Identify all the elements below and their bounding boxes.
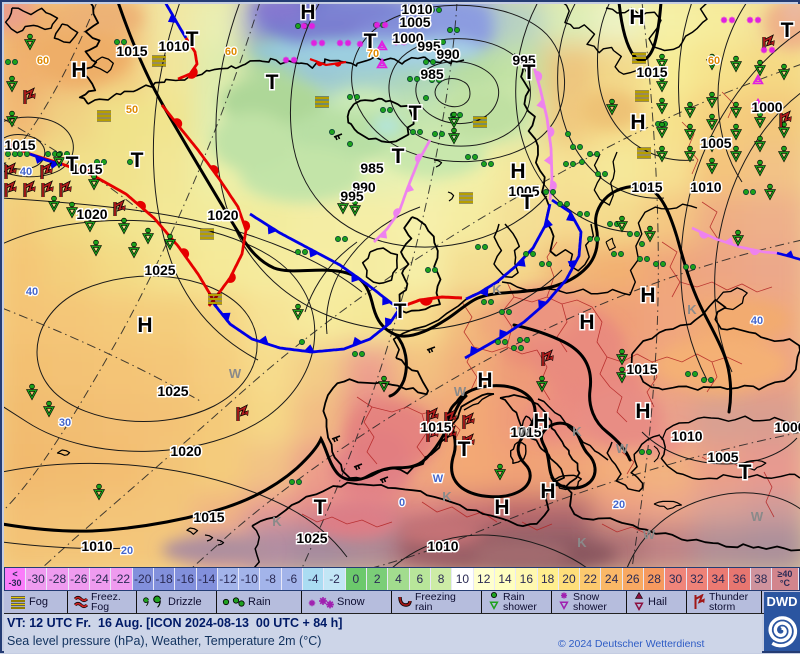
svg-text:H: H [533,410,548,433]
svg-text:K: K [442,489,452,504]
svg-text:W: W [751,509,764,524]
svg-text:995: 995 [417,38,441,54]
svg-text:K: K [687,302,697,317]
svg-text:H: H [477,369,492,392]
svg-text:H: H [71,59,86,82]
svg-text:H: H [540,480,555,503]
svg-text:T: T [523,61,536,84]
svg-text:1015: 1015 [71,161,102,177]
svg-text:T: T [364,30,377,53]
svg-text:T: T [314,496,327,519]
svg-text:T: T [66,153,79,176]
svg-text:1000: 1000 [392,30,423,46]
svg-text:H: H [629,6,644,29]
svg-text:K: K [577,535,587,550]
svg-text:1015: 1015 [193,509,224,525]
svg-text:T: T [131,149,144,172]
svg-text:50: 50 [126,104,138,116]
svg-text:H: H [630,111,645,134]
svg-text:1015: 1015 [636,64,667,80]
svg-text:40: 40 [20,166,32,178]
svg-text:1010: 1010 [81,538,112,554]
svg-text:1010: 1010 [401,4,432,17]
svg-text:H: H [300,4,315,24]
svg-text:1010: 1010 [690,179,721,195]
svg-text:990: 990 [436,46,460,62]
svg-text:40: 40 [26,286,38,298]
svg-text:W: W [433,473,444,485]
svg-text:W: W [229,366,242,381]
svg-text:K: K [492,282,502,297]
svg-text:T: T [521,191,534,214]
svg-text:60: 60 [225,46,237,58]
svg-text:1025: 1025 [144,262,175,278]
svg-text:995: 995 [340,188,364,204]
svg-text:1010: 1010 [158,38,189,54]
svg-text:T: T [781,19,794,42]
svg-text:T: T [409,102,422,125]
svg-text:T: T [739,461,752,484]
svg-text:995: 995 [512,52,536,68]
svg-text:985: 985 [360,160,384,176]
svg-text:W: W [643,527,656,542]
svg-text:1015: 1015 [510,424,541,440]
svg-text:H: H [137,314,152,337]
svg-text:1015: 1015 [4,137,35,153]
svg-text:1015: 1015 [116,43,147,59]
svg-text:1010: 1010 [427,538,458,554]
svg-text:60: 60 [708,55,720,67]
svg-text:1005: 1005 [399,14,430,30]
svg-text:K: K [272,514,282,529]
svg-text:1000: 1000 [751,99,782,115]
svg-text:W: W [616,441,629,456]
svg-text:1020: 1020 [76,206,107,222]
svg-text:20: 20 [613,499,625,511]
svg-text:1000: 1000 [774,419,800,435]
svg-text:1020: 1020 [207,207,238,223]
svg-text:1015: 1015 [631,179,662,195]
svg-text:990: 990 [352,179,376,195]
svg-text:0: 0 [399,497,405,509]
svg-text:40: 40 [751,315,763,327]
svg-text:1025: 1025 [157,383,188,399]
svg-text:1020: 1020 [170,443,201,459]
svg-text:T: T [186,28,199,51]
svg-text:K: K [572,424,582,439]
svg-text:T: T [266,71,279,94]
svg-text:T: T [394,300,407,323]
svg-text:1005: 1005 [707,449,738,465]
svg-text:H: H [510,160,525,183]
svg-text:W: W [518,424,531,439]
svg-text:1005: 1005 [700,135,731,151]
svg-text:1010: 1010 [671,428,702,444]
svg-text:W: W [454,384,467,399]
svg-text:1015: 1015 [420,419,451,435]
svg-text:1025: 1025 [296,530,327,546]
svg-text:60: 60 [37,55,49,67]
svg-text:20: 20 [121,545,133,557]
svg-text:1015: 1015 [626,361,657,377]
svg-text:H: H [494,496,509,519]
svg-text:70: 70 [367,48,379,60]
svg-text:T: T [458,438,471,461]
svg-text:1005: 1005 [508,183,539,199]
svg-text:H: H [635,400,650,423]
svg-text:H: H [640,284,655,307]
svg-text:H: H [579,311,594,334]
svg-text:30: 30 [59,417,71,429]
svg-text:985: 985 [420,66,444,82]
svg-text:T: T [392,145,405,168]
